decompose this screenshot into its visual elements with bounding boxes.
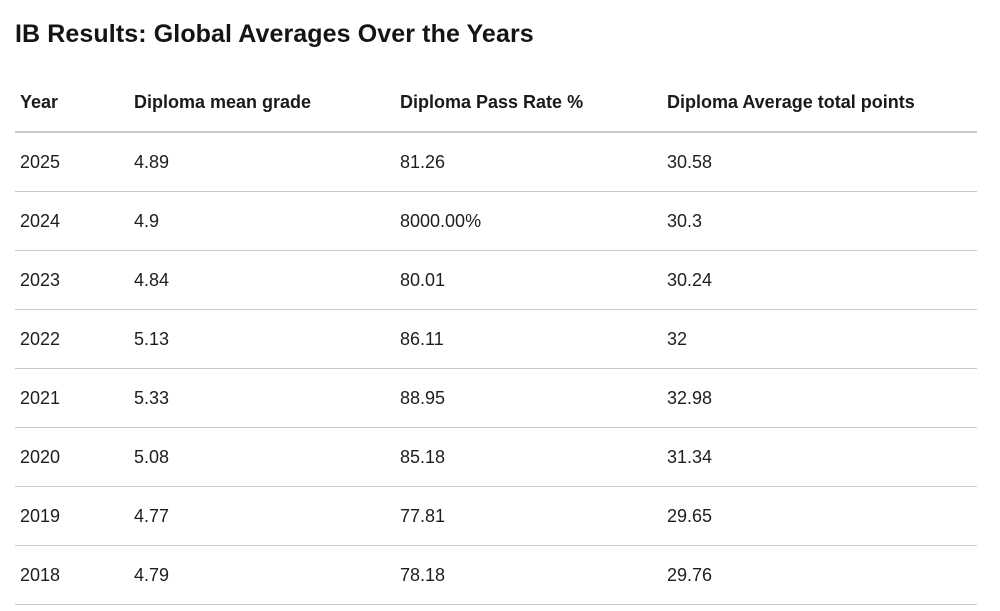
cell-mean-grade: 4.9 [129,191,395,251]
table-row: 2023 4.84 80.01 30.24 [15,250,977,310]
cell-pass-rate: 85.18 [395,427,662,487]
cell-average-points: 29.76 [662,545,977,605]
cell-average-points: 32 [662,309,977,369]
header-average-points: Diploma Average total points [662,73,977,133]
cell-year: 2020 [15,427,129,487]
cell-average-points: 30.3 [662,191,977,251]
cell-pass-rate: 86.11 [395,309,662,369]
cell-pass-rate: 81.26 [395,132,662,192]
cell-pass-rate: 88.95 [395,368,662,428]
cell-average-points: 32.98 [662,368,977,428]
cell-year: 2021 [15,368,129,428]
cell-mean-grade: 4.79 [129,545,395,605]
table-header: Year Diploma mean grade Diploma Pass Rat… [15,73,977,133]
table-row: 2018 4.79 78.18 29.76 [15,545,977,605]
cell-year: 2019 [15,486,129,546]
results-table: Year Diploma mean grade Diploma Pass Rat… [15,73,977,605]
table-row: 2020 5.08 85.18 31.34 [15,427,977,487]
cell-mean-grade: 4.89 [129,132,395,192]
cell-average-points: 29.65 [662,486,977,546]
table-row: 2025 4.89 81.26 30.58 [15,132,977,192]
cell-average-points: 30.58 [662,132,977,192]
table-row: 2024 4.9 8000.00% 30.3 [15,191,977,251]
header-row: Year Diploma mean grade Diploma Pass Rat… [15,73,977,133]
cell-mean-grade: 5.08 [129,427,395,487]
cell-pass-rate: 80.01 [395,250,662,310]
cell-year: 2024 [15,191,129,251]
table-row: 2022 5.13 86.11 32 [15,309,977,369]
cell-mean-grade: 5.33 [129,368,395,428]
cell-year: 2022 [15,309,129,369]
cell-year: 2025 [15,132,129,192]
header-year: Year [15,73,129,133]
cell-mean-grade: 4.77 [129,486,395,546]
cell-year: 2018 [15,545,129,605]
header-mean-grade: Diploma mean grade [129,73,395,133]
table-row: 2021 5.33 88.95 32.98 [15,368,977,428]
cell-average-points: 31.34 [662,427,977,487]
cell-mean-grade: 4.84 [129,250,395,310]
cell-pass-rate: 78.18 [395,545,662,605]
table-row: 2019 4.77 77.81 29.65 [15,486,977,546]
cell-mean-grade: 5.13 [129,309,395,369]
table-body: 2025 4.89 81.26 30.58 2024 4.9 8000.00% … [15,132,977,605]
cell-pass-rate: 8000.00% [395,191,662,251]
cell-average-points: 30.24 [662,250,977,310]
header-pass-rate: Diploma Pass Rate % [395,73,662,133]
page-title: IB Results: Global Averages Over the Yea… [15,20,534,48]
cell-year: 2023 [15,250,129,310]
cell-pass-rate: 77.81 [395,486,662,546]
